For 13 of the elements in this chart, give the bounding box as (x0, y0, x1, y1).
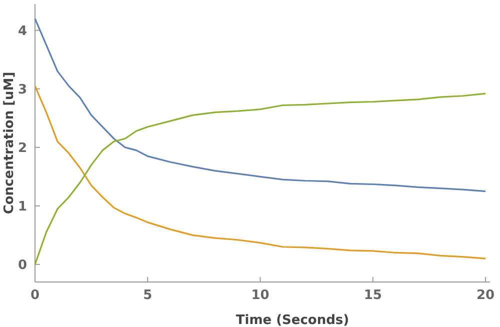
y-tick-label: 1 (18, 199, 27, 214)
x-tick-label: 15 (364, 288, 382, 303)
line-series (34, 18, 486, 192)
x-axis-title: Time (Seconds) (236, 313, 350, 327)
y-axis-title: Concentration [uM] (2, 72, 17, 214)
y-tick-label: 0 (18, 258, 27, 273)
y-tick-label: 2 (18, 140, 27, 156)
y-tick-label: 4 (18, 24, 27, 39)
x-tick-label: 5 (143, 288, 152, 303)
x-tick-label: 0 (30, 288, 40, 303)
y-tick-label: 3 (18, 82, 27, 98)
x-tick-label: 10 (251, 288, 270, 303)
x-tick-label: 20 (476, 288, 495, 303)
